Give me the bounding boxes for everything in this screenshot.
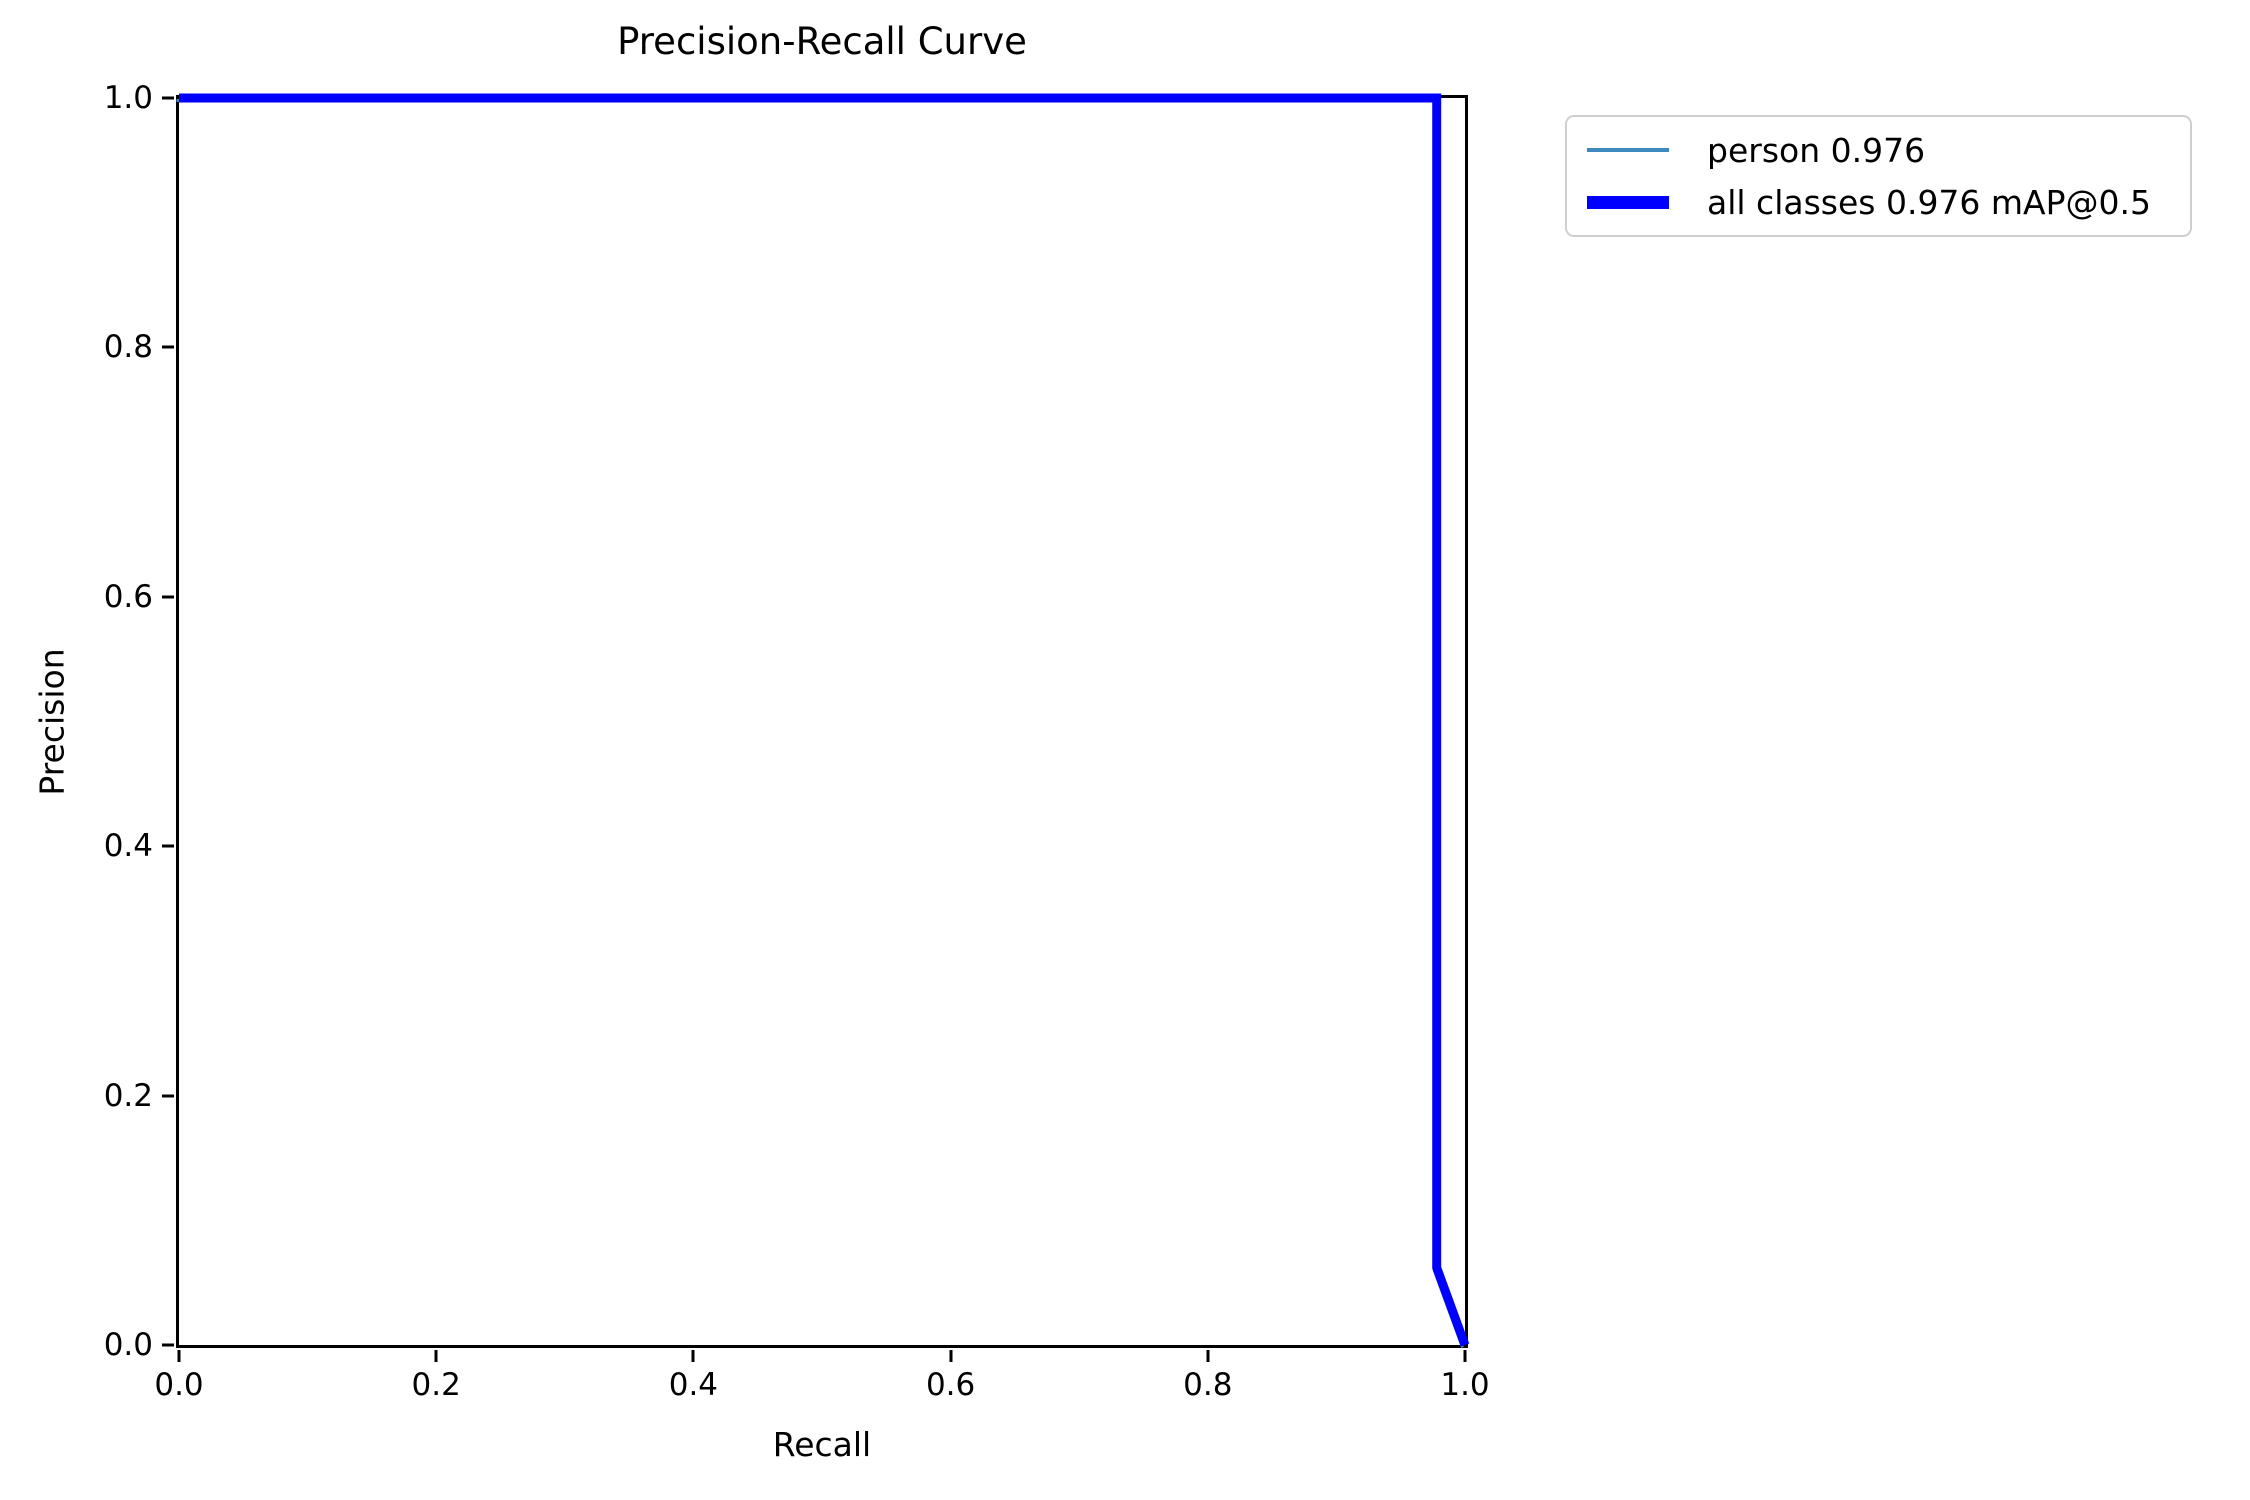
y-tick-label: 0.8	[103, 329, 153, 366]
x-tick-label: 0.4	[668, 1367, 719, 1403]
x-tick-mark	[1206, 1350, 1210, 1362]
x-tick-label: 0.6	[925, 1367, 976, 1403]
x-tick-label: 0.0	[154, 1367, 204, 1403]
y-tick-label: 0.2	[103, 1077, 153, 1114]
x-tick-mark	[177, 1350, 181, 1362]
legend: person 0.976 all classes 0.976 mAP@0.5	[1565, 115, 2192, 237]
x-tick-label: 0.8	[1183, 1367, 1233, 1403]
x-tick-label: 0.2	[411, 1367, 461, 1403]
y-tick-mark	[162, 1343, 174, 1347]
y-tick-label: 1.0	[103, 80, 153, 116]
x-tick-mark	[691, 1350, 695, 1362]
plot-area: 0.0 0.2 0.4 0.6 0.8 1.0 1.0 0.8 0.6 0.4 0.2 0.0	[104, 80, 1490, 1403]
x-tick-mark	[1463, 1350, 1467, 1362]
y-tick-label: 0.0	[103, 1327, 153, 1363]
y-tick-mark	[162, 96, 174, 100]
y-tick-mark	[162, 595, 174, 599]
legend-entry: all classes 0.976 mAP@0.5	[1587, 183, 2162, 222]
legend-line-sample-icon	[1587, 148, 1669, 152]
chart-title: Precision-Recall Curve	[617, 20, 1027, 63]
y-tick-mark	[162, 844, 174, 848]
legend-line-sample-icon	[1587, 195, 1669, 209]
series-person	[176, 98, 1464, 1349]
x-tick-mark	[434, 1350, 438, 1362]
x-tick-label: 1.0	[1440, 1367, 1490, 1403]
y-tick-mark	[162, 345, 174, 349]
legend-entry-label: all classes 0.976 mAP@0.5	[1707, 182, 2152, 222]
y-axis-label: Precision	[32, 648, 72, 796]
legend-entry: person 0.976	[1587, 131, 2162, 170]
x-tick-mark	[949, 1350, 953, 1362]
x-axis-label: Recall	[772, 1425, 872, 1464]
pr-curve-svg	[176, 93, 1470, 1349]
y-tick-label: 0.6	[103, 578, 153, 615]
legend-entry-label: person 0.976	[1707, 130, 1926, 170]
y-tick-mark	[162, 1094, 174, 1098]
series-all-classes	[179, 93, 1470, 1347]
y-tick-label: 0.4	[103, 828, 153, 865]
